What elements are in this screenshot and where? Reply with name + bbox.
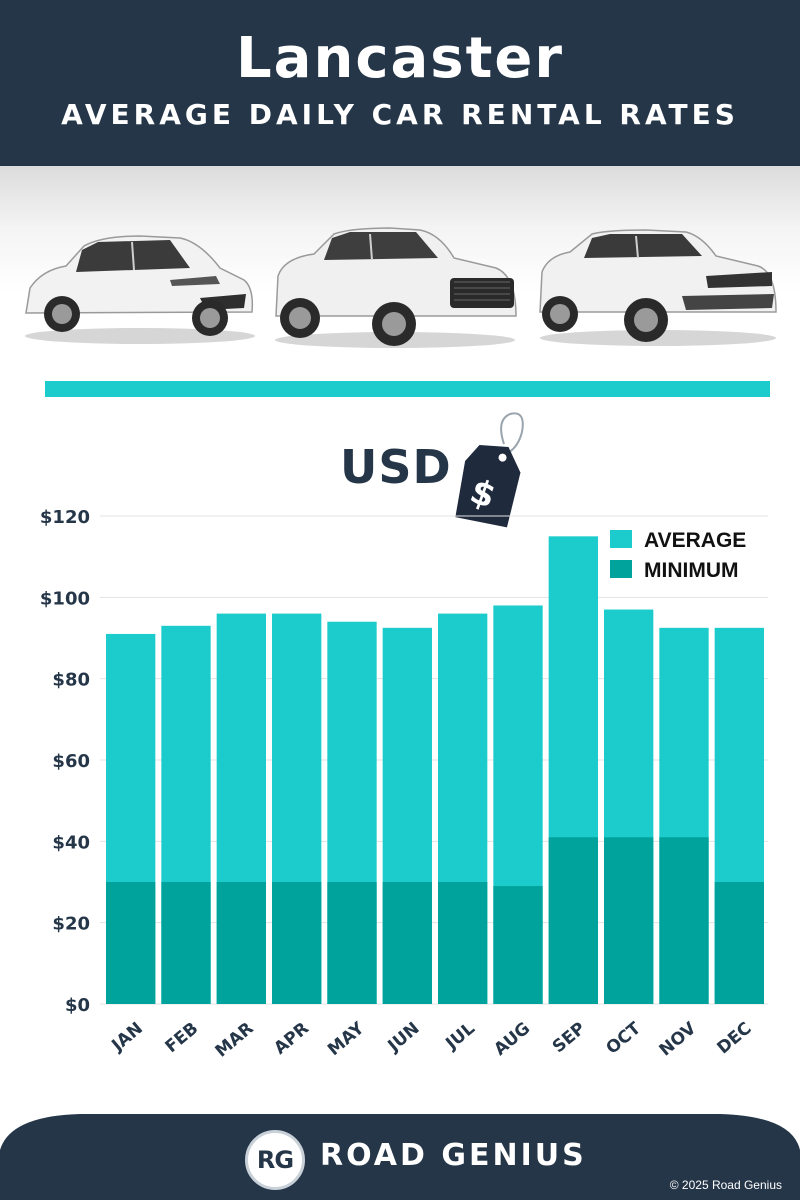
road-genius-logo: RG: [245, 1130, 305, 1190]
y-tick-label: $80: [52, 670, 90, 691]
x-tick-label: SEP: [549, 1019, 590, 1058]
x-tick-label: MAR: [212, 1019, 258, 1062]
bar-minimum-apr: [272, 882, 322, 1004]
bar-minimum-aug: [493, 886, 543, 1004]
hatchback-car-image: [25, 235, 255, 344]
footer-background: [0, 1114, 800, 1200]
brand-name: ROAD GENIUS: [320, 1138, 587, 1173]
bar-minimum-jul: [438, 882, 488, 1004]
x-tick-label: JUN: [384, 1019, 424, 1057]
currency-label: USD: [340, 440, 452, 494]
bar-minimum-jun: [382, 882, 432, 1004]
x-axis-ticks: JAN FEB MAR APR MAY JUN JUL AUG SEP OCT NOV DEC: [107, 1018, 755, 1062]
bar-minimum-mar: [216, 882, 266, 1004]
x-tick-label: APR: [270, 1019, 313, 1059]
y-tick-label: $40: [52, 832, 90, 853]
bar-minimum-oct: [604, 837, 654, 1004]
bar-minimum-jan: [106, 882, 156, 1004]
bar-minimum-dec: [714, 882, 764, 1004]
bar-minimum-may: [327, 882, 377, 1004]
x-tick-label: DEC: [713, 1019, 755, 1059]
y-tick-label: $120: [40, 507, 90, 528]
y-axis-ticks: $0 $20 $40 $60 $80 $100 $120: [40, 507, 90, 1016]
price-tag-icon: $: [455, 412, 524, 528]
y-tick-label: $100: [40, 588, 90, 609]
logo-initials: RG: [256, 1146, 294, 1174]
grid-lines: [100, 515, 768, 1005]
x-tick-label: NOV: [656, 1018, 701, 1060]
header: Lancaster AVERAGE DAILY CAR RENTAL RATES: [0, 0, 800, 166]
page-title: Lancaster: [235, 26, 565, 91]
page-subtitle: AVERAGE DAILY CAR RENTAL RATES: [61, 98, 739, 131]
accent-divider: [45, 381, 770, 397]
legend: AVERAGE MINIMUM: [610, 529, 746, 582]
legend-swatch-average: [610, 530, 632, 548]
legend-label-average: AVERAGE: [644, 529, 746, 552]
y-tick-label: $0: [65, 995, 90, 1016]
x-tick-label: AUG: [490, 1019, 534, 1060]
x-tick-label: JAN: [107, 1019, 146, 1057]
x-tick-label: OCT: [603, 1018, 646, 1058]
cars-banner: [0, 166, 800, 376]
legend-label-minimum: MINIMUM: [644, 559, 738, 582]
y-tick-label: $20: [52, 914, 90, 935]
legend-swatch-minimum: [610, 560, 632, 578]
y-tick-label: $60: [52, 751, 90, 772]
bar-minimum-feb: [161, 882, 211, 1004]
x-tick-label: MAY: [324, 1018, 369, 1060]
x-tick-label: FEB: [162, 1019, 203, 1058]
bars: [106, 536, 764, 1004]
copyright: © 2025 Road Genius: [669, 1178, 782, 1192]
range-rover-suv-image: [539, 229, 777, 346]
bar-minimum-nov: [659, 837, 709, 1004]
x-tick-label: JUL: [442, 1018, 479, 1054]
audi-suv-image: [275, 227, 517, 348]
bar-minimum-sep: [548, 837, 598, 1004]
